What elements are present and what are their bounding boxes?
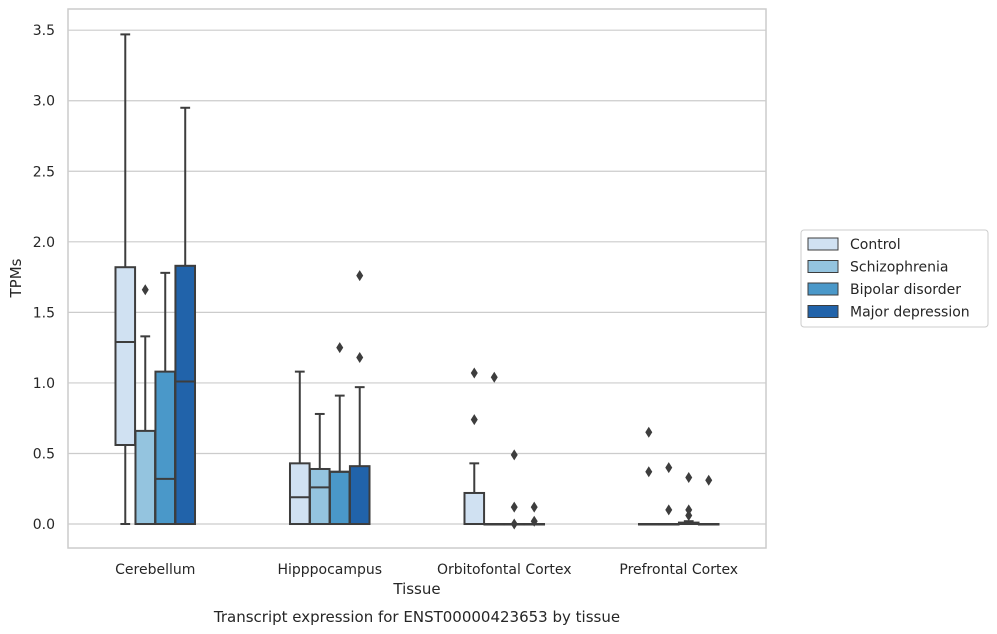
box-iqr xyxy=(114,266,137,446)
y-tick-label: 2.5 xyxy=(33,164,55,180)
y-tick-label: 3.5 xyxy=(33,23,55,39)
box-iqr xyxy=(174,264,197,526)
y-axis-label: TPMs xyxy=(7,258,25,298)
box-iqr xyxy=(328,470,351,526)
box-iqr xyxy=(288,462,311,526)
box-bipolar-disorder xyxy=(503,449,526,530)
x-tick-label: Prefrontal Cortex xyxy=(619,562,738,578)
legend-label: Schizophrenia xyxy=(850,260,948,276)
box-control xyxy=(463,367,486,526)
y-tick-label: 1.5 xyxy=(33,305,55,321)
box-iqr xyxy=(308,467,331,526)
x-axis-label: Tissue xyxy=(392,580,440,598)
box-major-depression xyxy=(174,106,197,526)
outlier-point xyxy=(510,518,518,530)
legend-box xyxy=(800,229,989,328)
x-tick-label: Hipppocampus xyxy=(277,562,382,578)
legend: Control Schizophrenia Bipolar disorder Majo… xyxy=(800,229,989,328)
outlier-point xyxy=(645,426,653,438)
box-bipolar-disorder xyxy=(328,342,351,526)
outlier-point xyxy=(705,474,713,486)
plot-frame xyxy=(67,8,767,549)
box-control xyxy=(288,370,311,526)
box-schizophrenia xyxy=(134,284,157,526)
box-iqr xyxy=(463,491,486,526)
box-major-depression xyxy=(697,474,720,526)
box-major-depression xyxy=(348,270,371,526)
outlier-point xyxy=(665,504,673,516)
outlier-point xyxy=(530,501,538,513)
box-iqr xyxy=(154,370,177,526)
legend-label: Control xyxy=(850,237,901,253)
box-iqr xyxy=(134,429,157,526)
x-tick-labels: Cerebellum Hipppocampus Orbitofontal Corte… xyxy=(115,562,738,578)
box-bipolar-disorder xyxy=(154,271,177,526)
y-tick-label: 1.0 xyxy=(33,376,55,392)
box-control xyxy=(637,426,660,526)
legend-label: Bipolar disorder xyxy=(850,282,961,298)
outlier-point xyxy=(490,371,498,383)
figure-caption: Transcript expression for ENST0000042365… xyxy=(213,608,620,626)
outlier-point xyxy=(685,504,693,516)
outlier-point xyxy=(645,466,653,478)
box-major-depression xyxy=(523,501,546,527)
y-tick-labels: 0.0 0.5 1.0 1.5 2.0 2.5 3.0 3.5 xyxy=(33,23,55,533)
x-tick-label: Cerebellum xyxy=(115,562,195,578)
outlier-point xyxy=(510,501,518,513)
legend-swatch xyxy=(807,282,839,296)
y-tick-label: 2.0 xyxy=(33,235,55,251)
outlier-point xyxy=(530,515,538,527)
legend-label: Major depression xyxy=(850,305,970,321)
outlier-point xyxy=(470,414,478,426)
box-control xyxy=(114,33,137,526)
y-tick-label: 3.0 xyxy=(33,94,55,110)
legend-swatch xyxy=(807,260,839,273)
outlier-point xyxy=(665,462,673,474)
legend-swatch xyxy=(807,305,839,318)
x-tick-label: Orbitofontal Cortex xyxy=(437,562,572,578)
box-iqr xyxy=(348,465,371,526)
outlier-point xyxy=(356,270,364,282)
box-schizophrenia xyxy=(483,371,506,526)
legend-swatch xyxy=(807,237,839,251)
box-schizophrenia xyxy=(657,462,680,526)
outlier-point xyxy=(336,342,344,354)
outlier-point xyxy=(510,449,518,461)
box-bipolar-disorder xyxy=(677,471,700,526)
box-schizophrenia xyxy=(308,412,331,526)
outlier-point xyxy=(356,352,364,364)
outlier-point xyxy=(685,510,693,522)
outlier-point xyxy=(685,471,693,483)
y-tick-label: 0.0 xyxy=(33,517,55,533)
box-layer xyxy=(114,33,720,530)
outlier-point xyxy=(141,284,149,296)
outlier-point xyxy=(470,367,478,379)
y-tick-label: 0.5 xyxy=(33,446,55,462)
